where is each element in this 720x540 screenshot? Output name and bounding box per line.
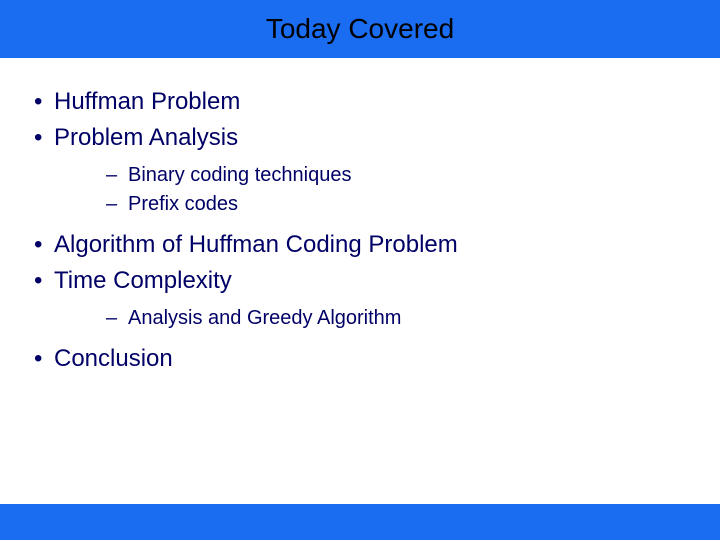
bullet-text: Time Complexity (54, 267, 232, 294)
footer-bar (0, 504, 720, 540)
slide-title: Today Covered (266, 13, 454, 45)
bullet-text: Conclusion (54, 345, 173, 372)
list-item: Conclusion (20, 343, 700, 375)
sub-list: Binary coding techniques Prefix codes (54, 161, 700, 219)
sub-list-item: Analysis and Greedy Algorithm (54, 304, 700, 333)
outline-list: Huffman Problem Problem Analysis Binary … (20, 86, 700, 375)
slide-body: Huffman Problem Problem Analysis Binary … (0, 58, 720, 375)
list-item: Huffman Problem (20, 86, 700, 118)
title-bar: Today Covered (0, 0, 720, 58)
list-item: Problem Analysis Binary coding technique… (20, 122, 700, 218)
sub-bullet-text: Prefix codes (128, 193, 238, 215)
bullet-text: Huffman Problem (54, 88, 240, 115)
sub-bullet-text: Binary coding techniques (128, 164, 351, 186)
sub-list-item: Binary coding techniques (54, 161, 700, 190)
sub-list: Analysis and Greedy Algorithm (54, 304, 700, 333)
sub-bullet-text: Analysis and Greedy Algorithm (128, 307, 401, 329)
list-item: Algorithm of Huffman Coding Problem (20, 229, 700, 261)
bullet-text: Problem Analysis (54, 124, 238, 151)
sub-list-item: Prefix codes (54, 190, 700, 219)
list-item: Time Complexity Analysis and Greedy Algo… (20, 265, 700, 332)
bullet-text: Algorithm of Huffman Coding Problem (54, 231, 458, 258)
